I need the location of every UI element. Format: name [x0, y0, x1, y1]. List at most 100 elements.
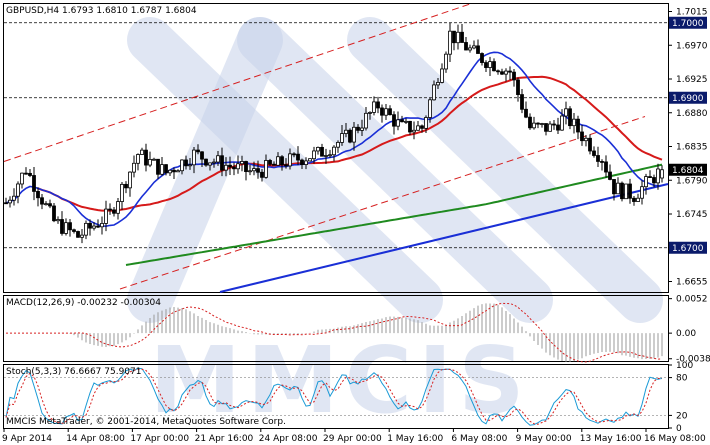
candle-body [160, 164, 164, 175]
price-tag [669, 241, 707, 254]
candle-body [492, 61, 496, 72]
candle-body [608, 171, 612, 180]
time-tick-label: 29 Apr 00:00 [323, 434, 382, 444]
time-tick-label: 24 Apr 08:00 [259, 434, 318, 444]
candle-body [176, 170, 180, 173]
candle-body [316, 146, 320, 152]
price-layer [3, 3, 669, 293]
candle-body [116, 201, 120, 214]
candle-body [16, 183, 20, 197]
channel-upper-line [3, 3, 471, 162]
candle-body [260, 171, 264, 178]
candle-body [488, 61, 492, 68]
price-tag-label: 1.6700 [672, 244, 704, 254]
candle-body [432, 84, 436, 101]
candle-body [356, 126, 360, 131]
stoch-pane[interactable] [3, 364, 669, 429]
candle-body [136, 154, 140, 164]
candle-body [84, 222, 88, 236]
candle-body [296, 153, 300, 161]
candle-body [52, 205, 56, 222]
candle-body [648, 176, 652, 178]
watermark-stripe [127, 17, 443, 323]
time-tick-label: 14 Apr 08:00 [66, 434, 125, 444]
candle-body [604, 161, 608, 173]
stoch-tick-label: 0 [676, 424, 682, 434]
stoch-tick-label: 20 [676, 411, 688, 421]
candle-body [256, 168, 260, 173]
candle-body [312, 150, 316, 160]
candle-body [512, 71, 516, 81]
copyright-text: MMCIS MetaTrader, © 2001-2014, MetaQuote… [6, 417, 286, 427]
candle-body [520, 94, 524, 110]
candle-body [164, 164, 168, 174]
price-tick-label: 1.6655 [676, 278, 708, 288]
candle-body [628, 183, 632, 199]
candle-body [320, 146, 324, 157]
time-tick-label: 21 Apr 16:00 [195, 434, 254, 444]
candle-body [276, 156, 280, 166]
price-tag [669, 91, 707, 104]
candle-body [364, 112, 368, 129]
candle-body [112, 209, 116, 214]
candle-body [328, 154, 332, 157]
candle-body [60, 219, 64, 234]
price-tag-label: 1.6804 [672, 166, 704, 176]
candle-body [292, 153, 296, 156]
candle-body [504, 70, 508, 75]
candle-body [620, 182, 624, 200]
candle-body [132, 162, 136, 173]
candle-body [252, 168, 256, 172]
candle-body [532, 122, 536, 129]
ma-slow-line [125, 163, 663, 266]
candle-body [360, 127, 364, 131]
candle-body [400, 119, 404, 123]
candle-body [560, 115, 564, 131]
candle-body [168, 169, 172, 174]
candle-body [652, 177, 656, 184]
candle-body [376, 101, 380, 109]
candle-body [128, 171, 132, 189]
candle-body [108, 208, 112, 211]
candle-body [156, 158, 160, 175]
candle-body [632, 197, 636, 202]
price-pane[interactable] [3, 3, 669, 293]
candle-body [576, 118, 580, 133]
candle-body [344, 129, 348, 134]
candle-body [384, 108, 388, 116]
candle-body [588, 137, 592, 152]
candle-body [552, 123, 556, 126]
price-tick-label: 1.6835 [676, 143, 708, 153]
candle-body [324, 155, 328, 157]
candle-body [236, 163, 240, 170]
candle-body [224, 164, 228, 171]
candle-body [428, 99, 432, 118]
candle-body [248, 170, 252, 173]
candle-body [272, 163, 276, 166]
trend-line [219, 183, 669, 293]
candle-body [584, 137, 588, 142]
candle-body [412, 129, 416, 133]
candle-body [640, 186, 644, 199]
candle-body [524, 108, 528, 118]
candle-body [444, 53, 448, 70]
macd-tick-label: 0.0052 [676, 295, 708, 305]
candle-body [268, 160, 272, 165]
macd-pane[interactable] [3, 295, 669, 362]
candle-body [352, 126, 356, 143]
candle-body [32, 175, 36, 192]
candle-body [480, 53, 484, 63]
candle-body [564, 108, 568, 117]
candle-body [72, 229, 76, 232]
candle-body [472, 45, 476, 49]
candle-body [216, 155, 220, 163]
candle-body [80, 234, 84, 238]
watermark-logo: MMCIS [127, 17, 663, 434]
candle-body [64, 222, 68, 234]
candle-body [304, 160, 308, 165]
candle-body [612, 179, 616, 195]
candle-body [388, 108, 392, 116]
price-axis: 1.7015 1.6970 1.6925 1.6880 1.6835 1.6790 1.67… [668, 8, 708, 288]
candle-body [420, 125, 424, 129]
